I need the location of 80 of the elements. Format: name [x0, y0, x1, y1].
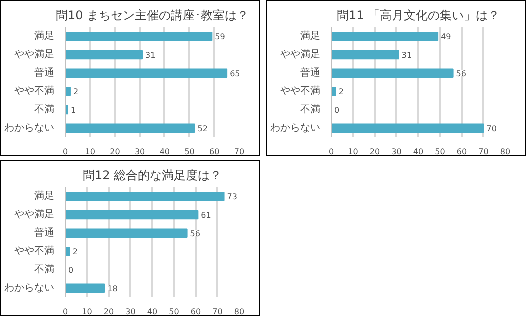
y-tick-label: 普通	[34, 66, 54, 79]
x-tick-label: 70	[478, 148, 489, 156]
x-tick-label: 10	[348, 148, 358, 156]
x-tick-label: 20	[370, 148, 380, 156]
y-tick-label: わからない	[270, 122, 320, 134]
y-tick-label: 満足	[34, 190, 54, 202]
y-tick-label: 普通	[300, 66, 320, 79]
chart-title: 問12 総合的な満足度は？	[82, 168, 222, 182]
x-tick-label: 40	[160, 148, 170, 156]
x-tick-label: 20	[104, 308, 114, 316]
x-tick-label: 50	[435, 148, 446, 156]
data-label: 0	[334, 106, 340, 115]
y-tick-label: やや不満	[280, 85, 320, 98]
y-tick-label: わからない	[4, 122, 54, 134]
x-tick-label: 30	[392, 148, 402, 156]
data-label: 2	[338, 88, 344, 97]
x-tick-label: 10	[85, 148, 96, 156]
x-tick-label: 50	[184, 148, 195, 156]
data-label: 73	[227, 192, 238, 202]
data-label: 52	[198, 124, 208, 134]
y-tick-label: 不満	[300, 104, 320, 116]
x-tick-label: 50	[169, 308, 180, 316]
data-label: 1	[70, 106, 76, 115]
data-label: 2	[72, 248, 78, 257]
data-label: 56	[456, 69, 466, 78]
x-tick-label: 80	[234, 308, 245, 316]
data-label: 65	[230, 69, 240, 78]
data-label: 49	[441, 32, 452, 42]
data-label: 31	[402, 51, 412, 60]
data-label: 59	[215, 32, 226, 42]
y-tick-label: 満足	[34, 30, 54, 42]
x-tick-label: 40	[147, 308, 158, 316]
x-tick-label: 60	[456, 148, 468, 156]
x-tick-label: 20	[110, 148, 120, 156]
data-label: 2	[73, 88, 79, 97]
x-tick-label: 70	[234, 148, 245, 156]
bar	[66, 124, 196, 133]
bar	[332, 68, 454, 78]
chart-title: 問11 「高月文化の集い」は？	[336, 8, 500, 22]
bar	[66, 247, 70, 256]
chart-title: 問10 まちセン主催の講座･教室は？	[56, 8, 250, 22]
y-tick-label: やや満足	[280, 48, 320, 60]
x-tick-label: 60	[190, 308, 202, 316]
y-tick-label: やや満足	[14, 48, 54, 60]
x-tick-label: 60	[210, 148, 220, 156]
y-tick-label: やや不満	[14, 85, 54, 98]
y-tick-label: 普通	[34, 226, 54, 239]
x-tick-label: 30	[126, 308, 136, 316]
y-tick-label: 満足	[300, 30, 320, 42]
bar	[66, 32, 213, 42]
data-label: 18	[108, 284, 118, 294]
bar	[66, 210, 199, 220]
x-tick-label: 0	[328, 148, 334, 156]
bar	[66, 228, 188, 238]
y-tick-label: やや満足	[14, 208, 54, 220]
bar	[66, 192, 225, 202]
data-label: 31	[146, 51, 156, 60]
data-label: 0	[68, 266, 74, 275]
bar	[66, 87, 71, 96]
y-tick-label: 不満	[34, 264, 54, 276]
bar	[66, 284, 106, 293]
y-tick-label: わからない	[4, 282, 54, 294]
data-label: 61	[201, 211, 212, 220]
bar	[66, 68, 228, 78]
y-tick-label: 不満	[34, 104, 54, 116]
x-tick-label: 70	[212, 308, 223, 316]
y-tick-label: やや不満	[14, 245, 54, 258]
bar	[66, 50, 144, 60]
data-label: 56	[190, 229, 200, 238]
x-tick-label: 30	[134, 148, 146, 156]
x-tick-label: 0	[62, 308, 68, 316]
data-label: 70	[486, 124, 497, 134]
bar	[332, 32, 439, 42]
x-tick-label: 80	[500, 148, 511, 156]
bar	[332, 50, 400, 60]
x-tick-label: 0	[62, 148, 68, 156]
x-tick-label: 10	[82, 308, 92, 316]
bar	[332, 87, 336, 96]
bar	[332, 124, 484, 133]
x-tick-label: 40	[413, 148, 424, 156]
